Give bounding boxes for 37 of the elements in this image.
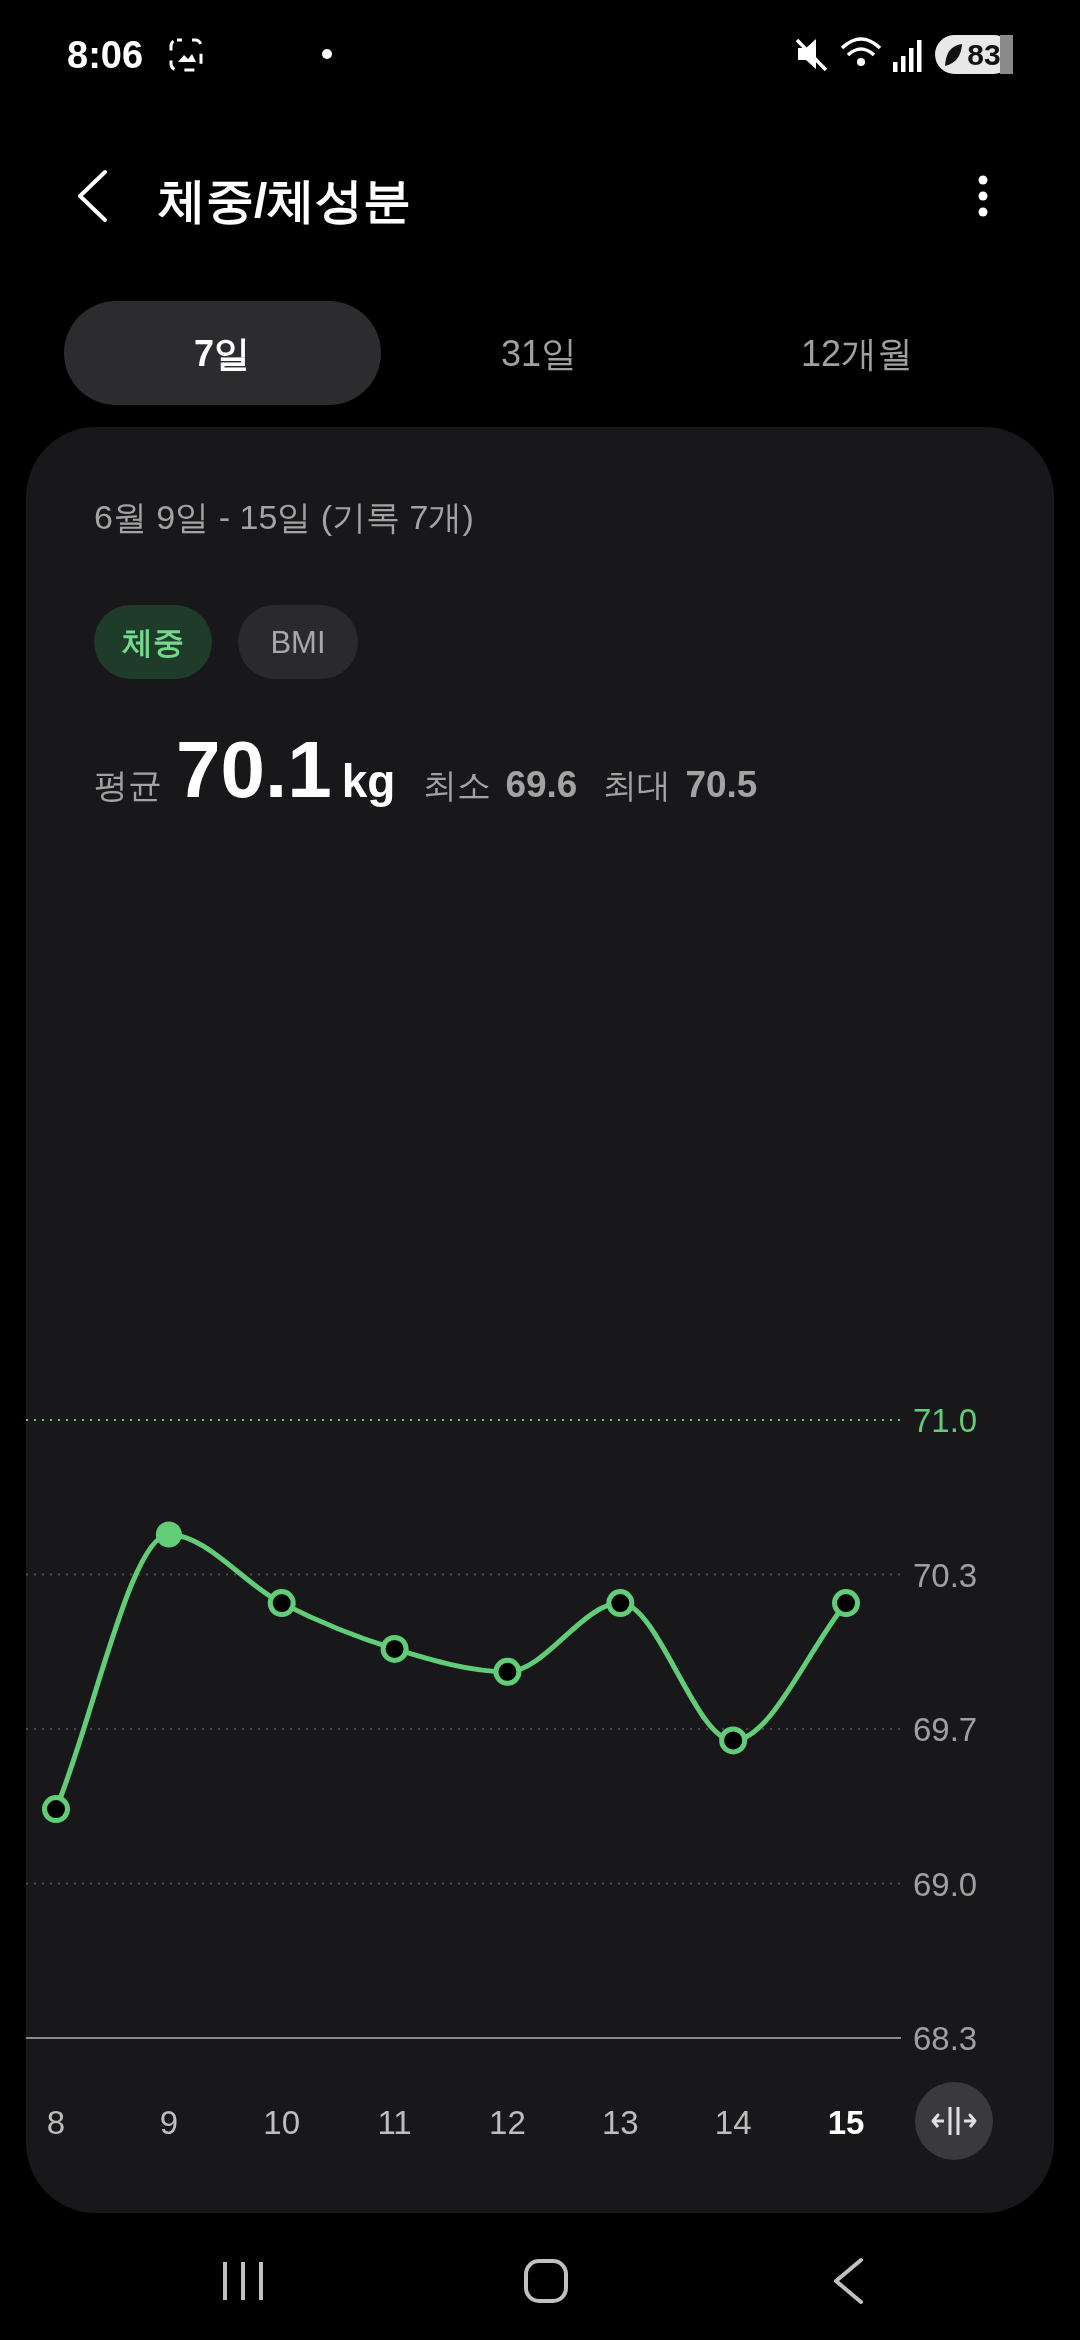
x-tick-label: 11 <box>377 2104 412 2141</box>
x-tick-label: 9 <box>159 2104 179 2141</box>
x-tick-label: 14 <box>714 2104 752 2141</box>
x-tick-label: 10 <box>263 2104 301 2141</box>
point <box>606 1589 635 1618</box>
y-tick-label: 71.0 <box>913 1402 978 1439</box>
text: 평균 <box>94 766 162 804</box>
point <box>267 1589 296 1618</box>
point <box>719 1726 748 1755</box>
point <box>155 1521 182 1548</box>
text: kg <box>341 755 396 807</box>
y-tick-label: 69.0 <box>913 1865 978 1903</box>
text: 70.1 <box>176 725 332 814</box>
text: 8:06 <box>67 34 144 76</box>
point <box>42 1795 70 1824</box>
point <box>380 1634 409 1663</box>
x-tick-label: 13 <box>601 2104 639 2141</box>
text: 69.6 <box>505 764 578 805</box>
x-tick-label: 15 <box>827 2104 865 2141</box>
y-tick-label: 69.7 <box>913 1711 978 1748</box>
text: 7일 <box>193 333 251 374</box>
text: BMI <box>270 625 326 660</box>
text: 31일 <box>500 333 578 374</box>
point <box>832 1589 860 1618</box>
text: 최소 <box>423 766 492 804</box>
chart-subtitle: 6월 9일 - 15일 (기록 7개) <box>94 498 474 536</box>
text: 체중 <box>122 625 184 660</box>
point <box>493 1657 522 1686</box>
x-tick-label: 8 <box>46 2104 66 2141</box>
y-tick-label: 70.3 <box>913 1556 978 1594</box>
y-tick-label: 68.3 <box>913 2020 978 2057</box>
chart-title: 체중/체성분 <box>158 174 412 227</box>
text: 최대 <box>603 766 672 804</box>
text: 70.5 <box>685 764 758 805</box>
text: 12개월 <box>800 333 914 374</box>
x-tick-label: 12 <box>489 2104 526 2141</box>
text: 83 <box>967 38 1001 71</box>
